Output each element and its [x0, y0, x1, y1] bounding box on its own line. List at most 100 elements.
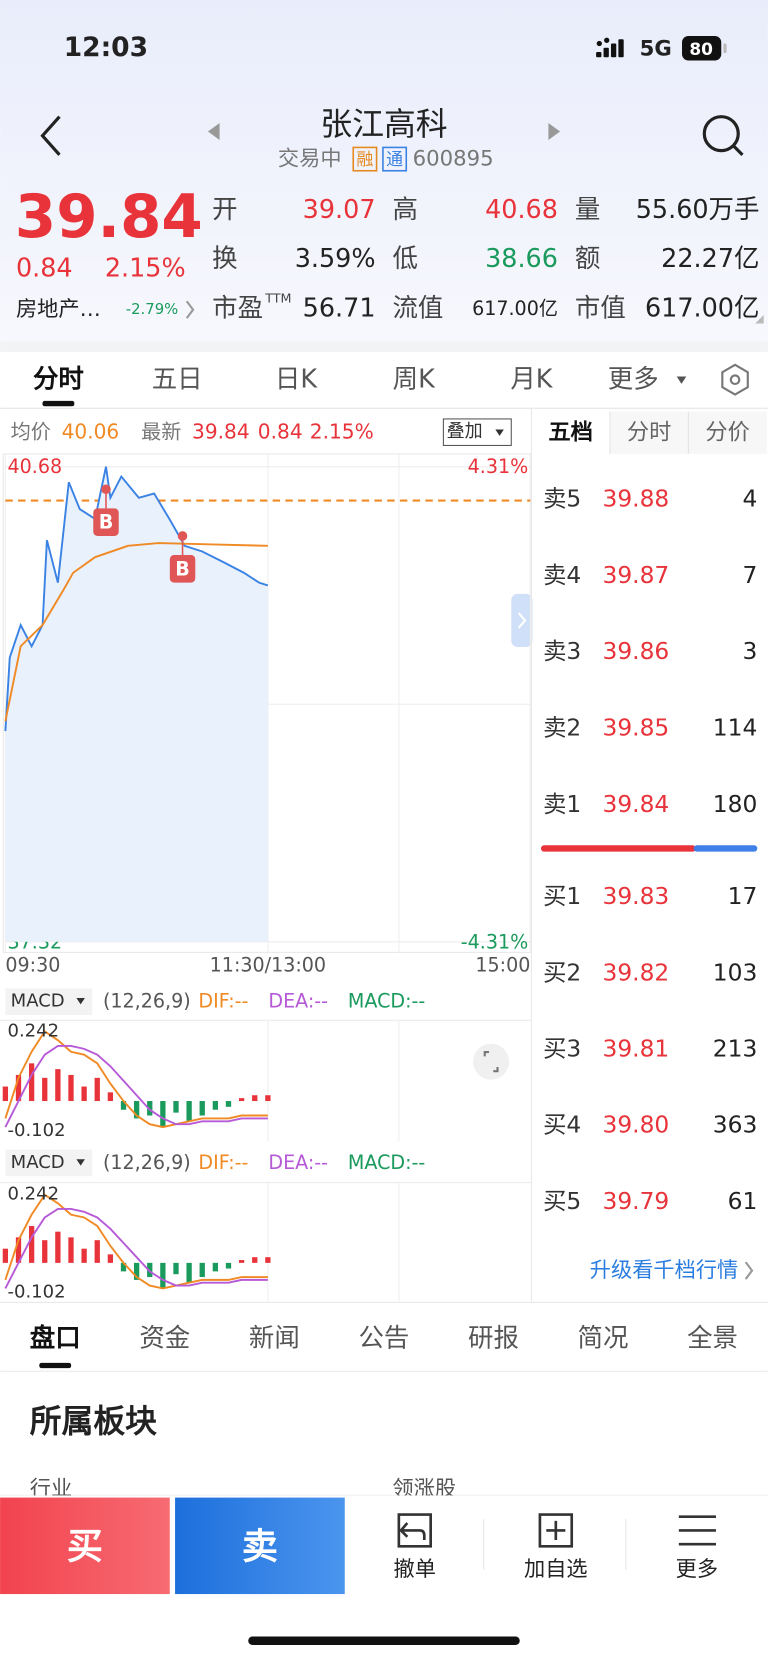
stock-name: 张江高科: [320, 105, 447, 143]
macd-bar: [160, 1101, 166, 1128]
indicator-caret: [76, 1159, 85, 1166]
book-volume: 363: [713, 1111, 758, 1139]
back-button[interactable]: [40, 115, 61, 156]
book-volume: 213: [713, 1034, 758, 1062]
book-tab[interactable]: 五档: [548, 420, 593, 446]
stat-label: 额: [575, 244, 600, 274]
action-button[interactable]: 更多: [676, 1557, 718, 1582]
tab[interactable]: 更多: [608, 365, 659, 395]
prev-stock[interactable]: [207, 123, 220, 140]
macd-bar: [238, 1260, 245, 1263]
macd-bar: [28, 1063, 35, 1102]
tab[interactable]: 周K: [393, 365, 436, 395]
action-button[interactable]: 撤单: [394, 1557, 436, 1582]
settings-icon[interactable]: [721, 363, 749, 396]
buy-label: 买: [67, 1525, 103, 1567]
macd-bar: [94, 1077, 100, 1102]
indicator-box: [5, 988, 93, 1015]
home-indicator: [248, 1636, 520, 1645]
macd-bar: [68, 1237, 74, 1263]
tab[interactable]: 月K: [510, 365, 553, 395]
tab[interactable]: 分时: [33, 365, 84, 395]
upgrade-arrow: [744, 1261, 754, 1280]
macd-bar: [186, 1262, 192, 1283]
book-level: 卖5: [543, 484, 581, 512]
book-volume: 114: [713, 714, 758, 742]
bottom-tab[interactable]: 盘口: [30, 1323, 81, 1353]
macd-bar: [252, 1257, 258, 1263]
macd-bar: [55, 1231, 61, 1263]
indicator-label: MACD:--: [348, 1151, 425, 1174]
buy-button[interactable]: [0, 1497, 170, 1595]
book-level: 买4: [543, 1111, 581, 1139]
macd-bar: [133, 1262, 140, 1280]
bottom-tab[interactable]: 资金: [139, 1323, 190, 1353]
indicator-select[interactable]: MACD: [11, 1152, 65, 1173]
tab[interactable]: 五日: [152, 365, 203, 395]
macd-bar: [2, 1086, 9, 1102]
macd-bar: [199, 1101, 205, 1116]
macd-line: [4, 1030, 268, 1129]
expand-button[interactable]: [473, 1043, 510, 1080]
upgrade-link[interactable]: 升级看千档行情: [590, 1258, 738, 1283]
bottom-tab[interactable]: 公告: [358, 1323, 409, 1353]
overlay-label: 叠加: [447, 421, 483, 442]
macd-bar: [238, 1098, 245, 1102]
divider: [0, 341, 768, 353]
indicator-select[interactable]: MACD: [11, 991, 65, 1012]
book-volume: 103: [713, 958, 758, 986]
macd-bar: [42, 1240, 48, 1263]
macd-bar: [147, 1262, 153, 1278]
macd-bar: [107, 1254, 114, 1263]
more-caret: [676, 376, 687, 384]
stat-value: 56.71: [303, 294, 376, 324]
stat-label: 换: [212, 244, 237, 274]
expand-icon: [483, 1051, 499, 1073]
network: 5G: [640, 36, 672, 61]
action-button[interactable]: 加自选: [524, 1557, 588, 1582]
bottom-tab[interactable]: 全景: [687, 1323, 738, 1353]
tab[interactable]: 日K: [275, 365, 318, 395]
y2-tick-label: -4.31%: [461, 930, 529, 953]
macd-bar: [173, 1101, 179, 1113]
signal-icon: [596, 37, 624, 58]
chart-info: 0.84: [258, 420, 303, 444]
price: 39.84: [15, 183, 203, 252]
avg-line: [4, 542, 268, 722]
next-stock[interactable]: [548, 123, 561, 140]
book-tab[interactable]: 分价: [705, 420, 750, 446]
sector-change: -2.79%: [126, 301, 178, 318]
change: 0.84: [16, 253, 73, 283]
x-tick-label: 09:30: [5, 954, 60, 977]
macd-bar: [199, 1262, 205, 1278]
side-handle-arrow: [517, 612, 527, 629]
stat-label: 开: [212, 195, 237, 225]
macd-bar: [94, 1240, 100, 1263]
book-level: 买5: [543, 1187, 581, 1215]
sector-arrow[interactable]: [185, 300, 195, 319]
search-button[interactable]: [702, 115, 744, 156]
macd-bar: [120, 1262, 127, 1272]
overlay-caret: [495, 429, 504, 436]
sell-button[interactable]: [175, 1497, 345, 1595]
bottom-tab[interactable]: 研报: [468, 1323, 519, 1353]
y-tick-label: -0.102: [7, 1120, 65, 1141]
y-tick-label: -0.102: [7, 1281, 65, 1302]
y-tick-label: 0.242: [7, 1184, 59, 1205]
side-handle[interactable]: [511, 593, 533, 647]
bottom-tab[interactable]: 新闻: [249, 1323, 300, 1353]
battery: [682, 36, 722, 61]
bottom-tab[interactable]: 简况: [578, 1323, 629, 1353]
book-volume: 61: [728, 1187, 758, 1215]
book-volume: 3: [742, 637, 757, 665]
macd-bar: [120, 1101, 127, 1110]
price-area: [5, 466, 268, 942]
book-tab[interactable]: 分时: [627, 420, 672, 446]
macd-bar: [28, 1225, 35, 1263]
x-tick-label: 15:00: [475, 954, 530, 977]
indicator-box: [5, 1149, 93, 1177]
macd-bar: [68, 1074, 74, 1102]
macd-bar: [252, 1095, 258, 1102]
book-volume: 180: [713, 790, 758, 818]
